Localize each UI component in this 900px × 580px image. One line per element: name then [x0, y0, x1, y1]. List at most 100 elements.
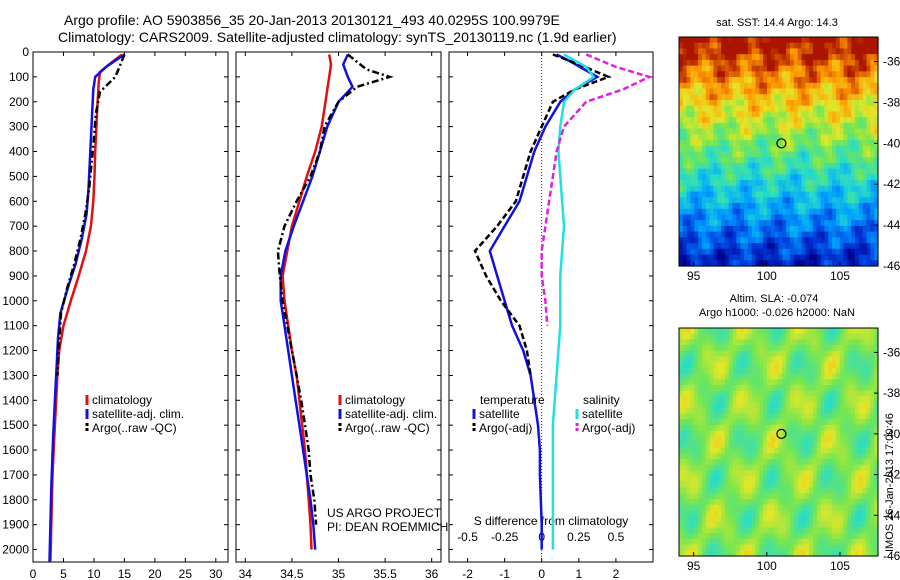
map-cell	[870, 99, 875, 107]
map-cell	[858, 185, 864, 193]
map-cell	[789, 243, 795, 250]
map-cell	[774, 333, 780, 340]
map-cell	[793, 162, 799, 170]
map-cell	[820, 54, 826, 61]
map-cell	[751, 117, 757, 124]
map-cell	[682, 481, 688, 489]
map-cell	[874, 453, 879, 460]
map-cell	[694, 168, 699, 175]
map-cell	[728, 99, 734, 107]
map-cell	[805, 151, 810, 158]
map-cell	[801, 71, 806, 78]
map-cell	[816, 499, 822, 506]
map-cell	[728, 333, 734, 340]
map-cell	[705, 111, 711, 118]
map-cell	[694, 162, 699, 170]
map-cell	[774, 538, 780, 546]
map-cell	[717, 544, 722, 551]
map-cell	[736, 105, 741, 113]
map-cell	[835, 168, 841, 175]
map-cell	[682, 174, 688, 181]
map-cell	[805, 231, 810, 238]
map-cell	[866, 442, 871, 449]
map-cell	[801, 339, 806, 346]
map-cell	[698, 362, 703, 369]
map-cell	[682, 493, 688, 500]
map-cell	[705, 328, 711, 335]
map-cell	[812, 487, 818, 494]
map-cell	[763, 214, 768, 221]
map-cell	[774, 476, 780, 483]
map-cell	[740, 243, 745, 250]
map-cell	[812, 459, 818, 466]
map-cell	[755, 390, 760, 397]
map-cell	[744, 180, 749, 187]
map-cell	[797, 407, 803, 415]
map-cell	[728, 527, 734, 534]
map-cell	[816, 550, 822, 557]
map-cell	[805, 447, 810, 454]
map-cell	[759, 65, 764, 72]
map-cell	[747, 151, 753, 158]
map-cell	[858, 442, 864, 449]
map-cell	[709, 54, 715, 61]
map-cell	[759, 419, 764, 426]
map-cell	[862, 71, 868, 78]
map-cell	[793, 453, 799, 460]
map-cell	[870, 197, 875, 204]
map-cell	[763, 162, 768, 170]
map-cell	[709, 339, 715, 346]
legend-label: climatology	[92, 393, 152, 407]
map-cell	[740, 105, 745, 113]
map-cell	[839, 521, 845, 529]
map-cell	[866, 225, 871, 233]
map-cell	[728, 185, 734, 193]
map-cell	[747, 214, 753, 221]
map-cell	[686, 436, 692, 443]
map-cell	[732, 88, 738, 95]
map-cell	[759, 413, 764, 420]
map-cell	[747, 128, 753, 135]
map-cell	[797, 162, 803, 170]
map-cell	[820, 77, 826, 84]
map-cell	[770, 231, 776, 238]
map-cell	[843, 367, 848, 375]
map-cell	[744, 117, 749, 124]
map-cell	[866, 237, 871, 244]
map-cell	[694, 185, 699, 193]
map-cell	[698, 203, 703, 210]
map-cell	[690, 521, 695, 529]
map-cell	[828, 248, 833, 256]
map-cell	[770, 191, 776, 198]
map-cell	[851, 424, 856, 432]
map-cell	[801, 464, 806, 472]
map-cell	[759, 430, 764, 437]
map-cell	[812, 367, 818, 375]
map-cell	[755, 185, 760, 193]
map-cell	[686, 362, 692, 369]
map-cell	[805, 419, 810, 426]
map-cell	[832, 402, 837, 409]
map-cell	[786, 447, 791, 454]
map-cell	[694, 157, 699, 164]
map-cell	[778, 180, 783, 187]
map-cell	[782, 71, 787, 78]
map-cell	[721, 413, 726, 420]
map-cell	[843, 48, 848, 55]
map-cell	[713, 379, 718, 386]
map-cell	[759, 333, 764, 340]
map-cell	[713, 459, 718, 466]
map-cell	[835, 220, 841, 227]
map-cell	[713, 544, 718, 551]
map-cell	[701, 191, 707, 198]
map-cell	[728, 424, 734, 432]
x-tick-label: 20	[148, 567, 162, 580]
map-cell	[862, 168, 868, 175]
map-cell	[751, 424, 757, 432]
map-cell	[755, 111, 760, 118]
map-cell	[705, 447, 711, 454]
map-cell	[724, 88, 730, 95]
map-cell	[843, 379, 848, 386]
map-cell	[690, 214, 695, 221]
map-cell	[782, 157, 787, 164]
